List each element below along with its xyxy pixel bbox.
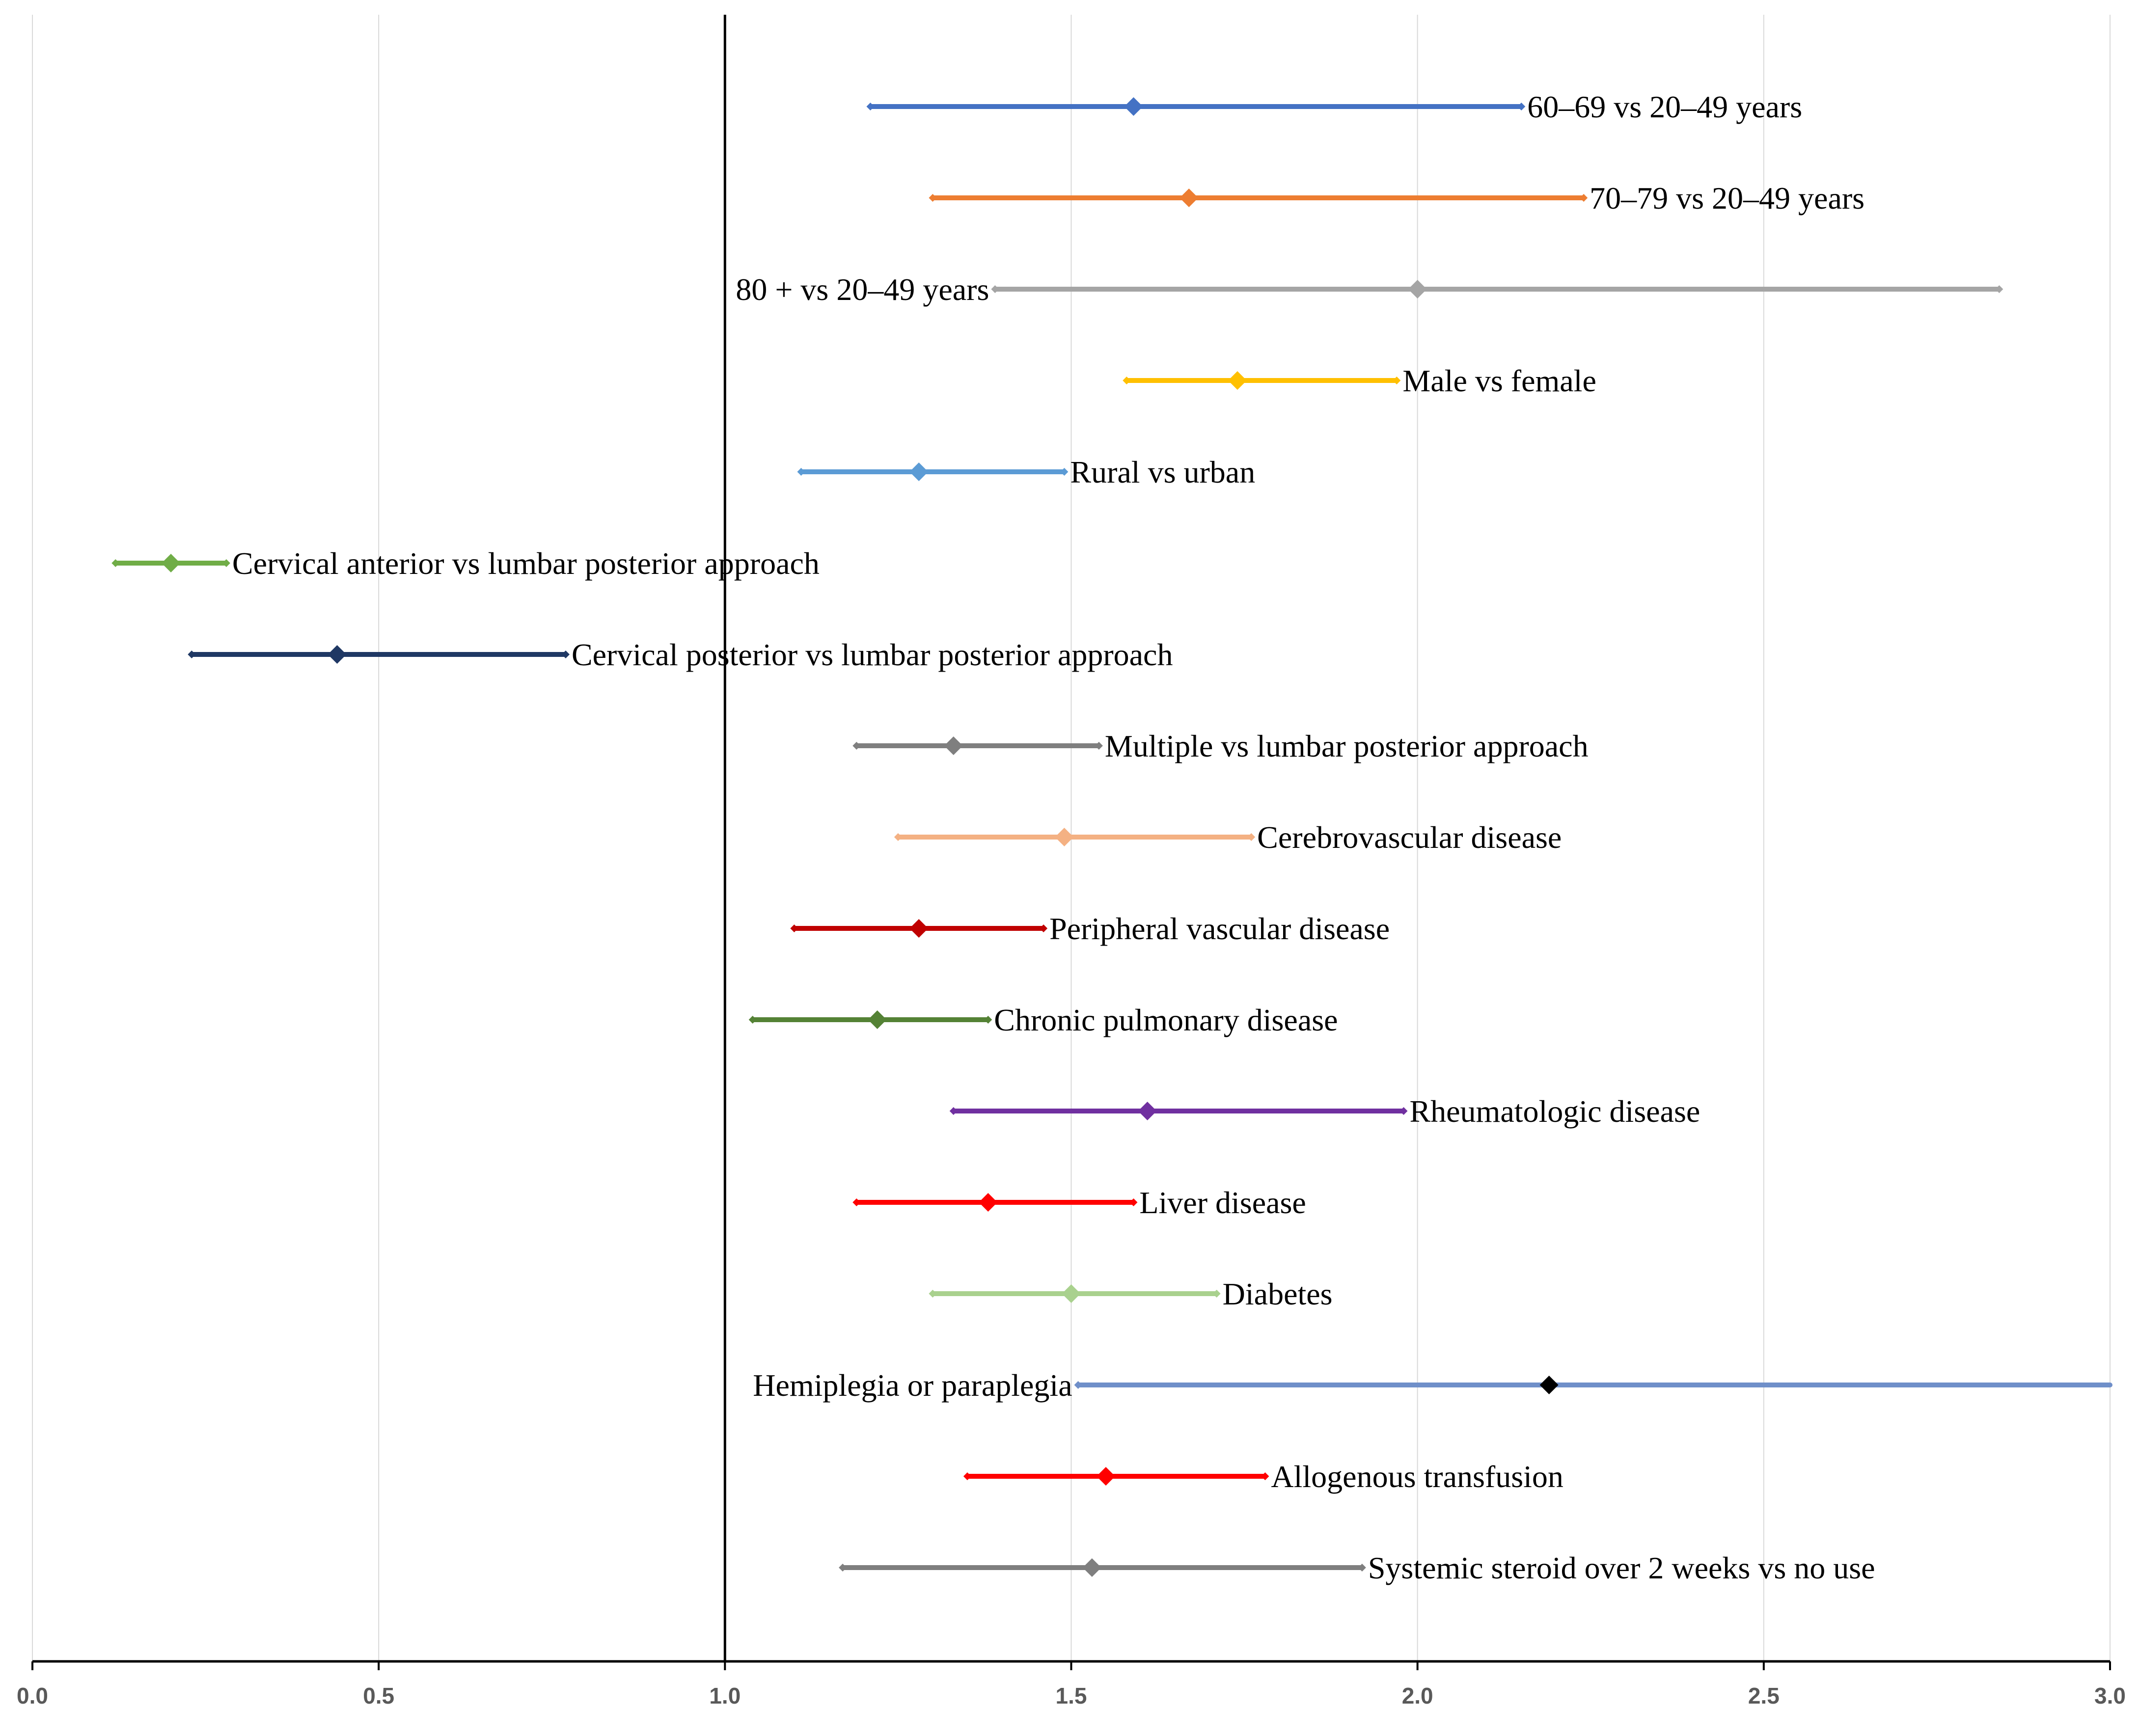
row-label: Cerebrovascular disease [1257,820,1562,855]
point-estimate-marker [1408,280,1427,298]
estimate-row: Male vs female [1123,363,1596,398]
ci-end-marker [797,468,805,476]
point-estimate-marker [1228,371,1247,390]
ci-end-marker [748,1016,757,1024]
estimate-row: 80 + vs 20–49 years [736,272,2003,307]
ci-end-marker [222,559,230,567]
x-tick-label: 2.5 [1748,1683,1780,1709]
ci-end-marker [561,651,570,658]
row-label: Multiple vs lumbar posterior approach [1105,729,1589,763]
row-label: Hemiplegia or paraplegia [753,1368,1072,1403]
ci-end-marker [1129,1198,1138,1206]
row-label: Liver disease [1139,1185,1306,1220]
ci-end-marker [866,103,875,110]
row-label: 60–69 vs 20–49 years [1527,89,1802,124]
estimate-row: Diabetes [929,1276,1333,1311]
row-label: Diabetes [1223,1276,1333,1311]
row-label: Allogenous transfusion [1271,1459,1563,1494]
point-estimate-marker [1082,1558,1101,1577]
point-estimate-marker [328,645,347,664]
estimate-row: Liver disease [852,1185,1306,1220]
ci-end-marker [839,1564,847,1572]
ci-end-marker [852,742,861,750]
point-estimate-marker [1138,1102,1157,1120]
point-estimate-marker [1539,1376,1559,1394]
point-estimate-marker [1179,189,1199,207]
ci-end-marker [111,559,120,567]
ci-end-marker [1040,924,1048,932]
ci-end-marker [1060,468,1069,476]
ci-end-marker [991,285,999,293]
ci-end-marker [1393,377,1401,384]
ci-end-marker [1399,1107,1408,1115]
estimate-row: Cerebrovascular disease [894,820,1562,855]
ci-end-marker [1212,1290,1221,1298]
point-estimate-marker [1055,828,1074,846]
point-estimate-marker [868,1010,887,1029]
ci-end-marker [1123,377,1131,384]
estimate-row: Cervical anterior vs lumbar posterior ap… [111,546,820,581]
estimate-row: Systemic steroid over 2 weeks vs no use [839,1550,1875,1585]
row-label: 70–79 vs 20–49 years [1590,181,1865,216]
x-axis: 0.0 0.5 1.0 1.5 2.0 2.5 3.0 [17,15,2126,1709]
ci-end-marker [1358,1564,1366,1572]
point-estimate-marker [909,462,929,481]
ci-end-marker [929,1290,937,1298]
row-label: Peripheral vascular disease [1049,911,1390,946]
point-estimate-marker [1124,97,1143,116]
estimate-row: 60–69 vs 20–49 years [866,89,1802,124]
ci-end-marker [929,194,937,202]
estimate-row: Allogenous transfusion [963,1459,1563,1494]
row-label: 80 + vs 20–49 years [736,272,989,307]
ci-end-marker [1517,103,1526,110]
row-label: Male vs female [1402,363,1596,398]
point-estimate-marker [944,736,963,755]
point-estimate-marker [909,919,929,938]
row-label: Cervical posterior vs lumbar posterior a… [572,637,1173,672]
ci-end-marker [1095,742,1103,750]
point-estimate-marker [979,1193,998,1212]
ci-end-marker [188,651,196,658]
ci-end-marker [1995,285,2003,293]
ci-end-marker [852,1198,861,1206]
estimates: 60–69 vs 20–49 years 70–79 vs 20–49 years… [111,89,2112,1585]
estimate-row: Rural vs urban [797,455,1255,489]
estimate-row: Multiple vs lumbar posterior approach [852,729,1589,763]
ci-end-marker [894,833,902,841]
row-label: Chronic pulmonary disease [994,1003,1338,1037]
point-estimate-marker [162,554,181,572]
estimate-row: Rheumatologic disease [949,1094,1700,1129]
estimate-row: Peripheral vascular disease [790,911,1390,946]
x-tick-label: 3.0 [2094,1683,2126,1709]
ci-end-marker [790,924,798,932]
row-label: Cervical anterior vs lumbar posterior ap… [232,546,820,581]
row-label: Rheumatologic disease [1409,1094,1700,1129]
estimate-row: Cervical posterior vs lumbar posterior a… [188,637,1173,672]
x-tick-label: 1.0 [709,1683,740,1709]
row-label: Systemic steroid over 2 weeks vs no use [1368,1550,1875,1585]
x-tick-label: 2.0 [1402,1683,1433,1709]
point-estimate-marker [1062,1284,1081,1303]
estimate-row: Chronic pulmonary disease [748,1003,1338,1037]
ci-end-marker [984,1016,992,1024]
x-tick-label: 0.5 [363,1683,394,1709]
ci-end-marker [949,1107,958,1115]
ci-end-marker [1247,833,1256,841]
estimate-row: Hemiplegia or paraplegia [753,1368,2112,1403]
x-tick-label: 0.0 [17,1683,48,1709]
ci-end-marker [1261,1472,1269,1480]
ci-end-marker [1580,194,1588,202]
row-label: Rural vs urban [1070,455,1255,489]
x-tick-label: 1.5 [1056,1683,1087,1709]
ci-end-marker [1074,1381,1082,1389]
estimate-row: 70–79 vs 20–49 years [929,181,1865,216]
ci-end-marker [963,1472,971,1480]
point-estimate-marker [1097,1467,1116,1486]
